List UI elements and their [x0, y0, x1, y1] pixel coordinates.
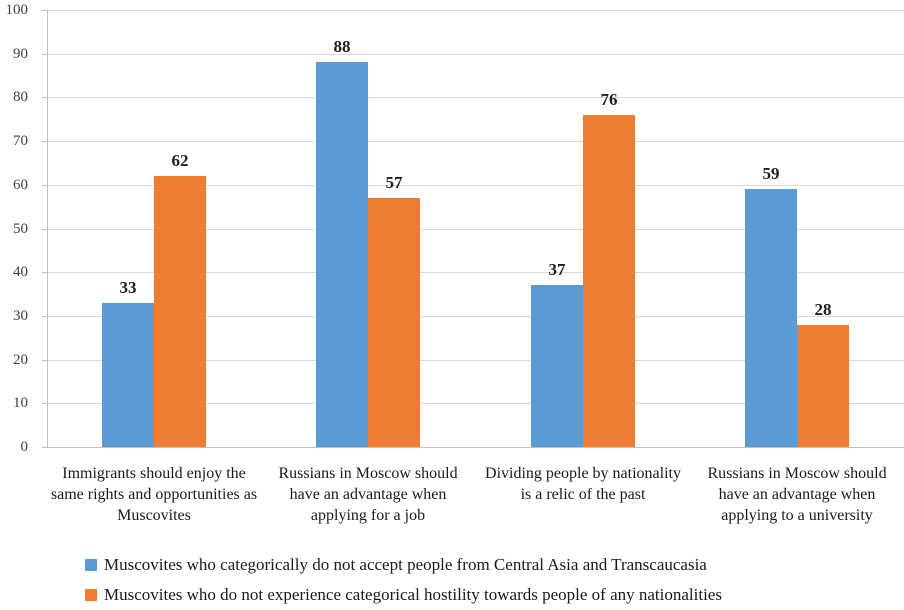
x-axis-category-label: Dividing people by nationality is a reli…	[485, 465, 681, 503]
legend-label: Muscovites who categorically do not acce…	[104, 555, 707, 574]
y-axis-tick	[42, 447, 47, 448]
bar-series1-cat4	[745, 189, 797, 447]
legend-swatch-orange	[85, 589, 97, 601]
y-gridline	[47, 403, 904, 404]
y-axis-label: 100	[5, 2, 29, 18]
y-axis-tick	[42, 316, 47, 317]
y-axis-tick	[42, 360, 47, 361]
y-gridline	[47, 10, 904, 11]
y-axis-tick	[42, 54, 47, 55]
value-label: 37	[548, 260, 566, 279]
y-axis-tick	[42, 97, 47, 98]
y-gridline	[47, 54, 904, 55]
y-axis-label: 80	[13, 89, 28, 105]
value-label: 59	[762, 164, 780, 183]
y-axis-label: 90	[13, 46, 28, 62]
bar-series1-cat1	[102, 303, 154, 447]
legend-item: Muscovites who do not experience categor…	[85, 582, 722, 608]
y-axis-tick	[42, 185, 47, 186]
y-axis-tick	[42, 229, 47, 230]
x-axis-category-label: Immigrants should enjoy the same rights …	[50, 465, 258, 524]
bar-series2-cat2	[368, 198, 420, 447]
x-axis-line	[47, 447, 904, 448]
y-gridline	[47, 360, 904, 361]
y-gridline	[47, 97, 904, 98]
y-axis-label: 50	[13, 221, 28, 237]
bar-series2-cat1	[154, 176, 206, 447]
x-axis-category-label: Russians in Moscow should have an advant…	[707, 465, 887, 524]
bar-series2-cat4	[797, 325, 849, 447]
legend-swatch-blue	[85, 559, 97, 571]
y-axis-label: 10	[13, 395, 28, 411]
y-axis-tick	[42, 141, 47, 142]
bar-series1-cat2	[316, 62, 368, 447]
y-axis-label: 20	[13, 352, 28, 368]
y-axis-label: 70	[13, 133, 28, 149]
x-axis-category-label: Russians in Moscow should have an advant…	[278, 465, 458, 524]
y-axis-label: 40	[13, 264, 28, 280]
bar-series1-cat3	[531, 285, 583, 447]
y-gridline	[47, 272, 904, 273]
y-axis-tick	[42, 272, 47, 273]
y-axis-line	[47, 10, 48, 447]
y-gridline	[47, 141, 904, 142]
y-axis-label: 60	[13, 177, 28, 193]
legend-item: Muscovites who categorically do not acce…	[85, 552, 707, 578]
value-label: 57	[385, 173, 403, 192]
y-axis-label: 30	[13, 308, 28, 324]
y-gridline	[47, 316, 904, 317]
value-label: 88	[333, 37, 351, 56]
value-label: 28	[814, 300, 832, 319]
y-axis-tick	[42, 10, 47, 11]
y-gridline	[47, 185, 904, 186]
y-gridline	[47, 229, 904, 230]
value-label: 76	[600, 90, 618, 109]
value-label: 33	[119, 278, 137, 297]
y-axis-label: 0	[20, 439, 29, 455]
value-label: 62	[171, 151, 189, 170]
bar-series2-cat3	[583, 115, 635, 447]
y-axis-tick	[42, 403, 47, 404]
legend-label: Muscovites who do not experience categor…	[104, 585, 722, 604]
